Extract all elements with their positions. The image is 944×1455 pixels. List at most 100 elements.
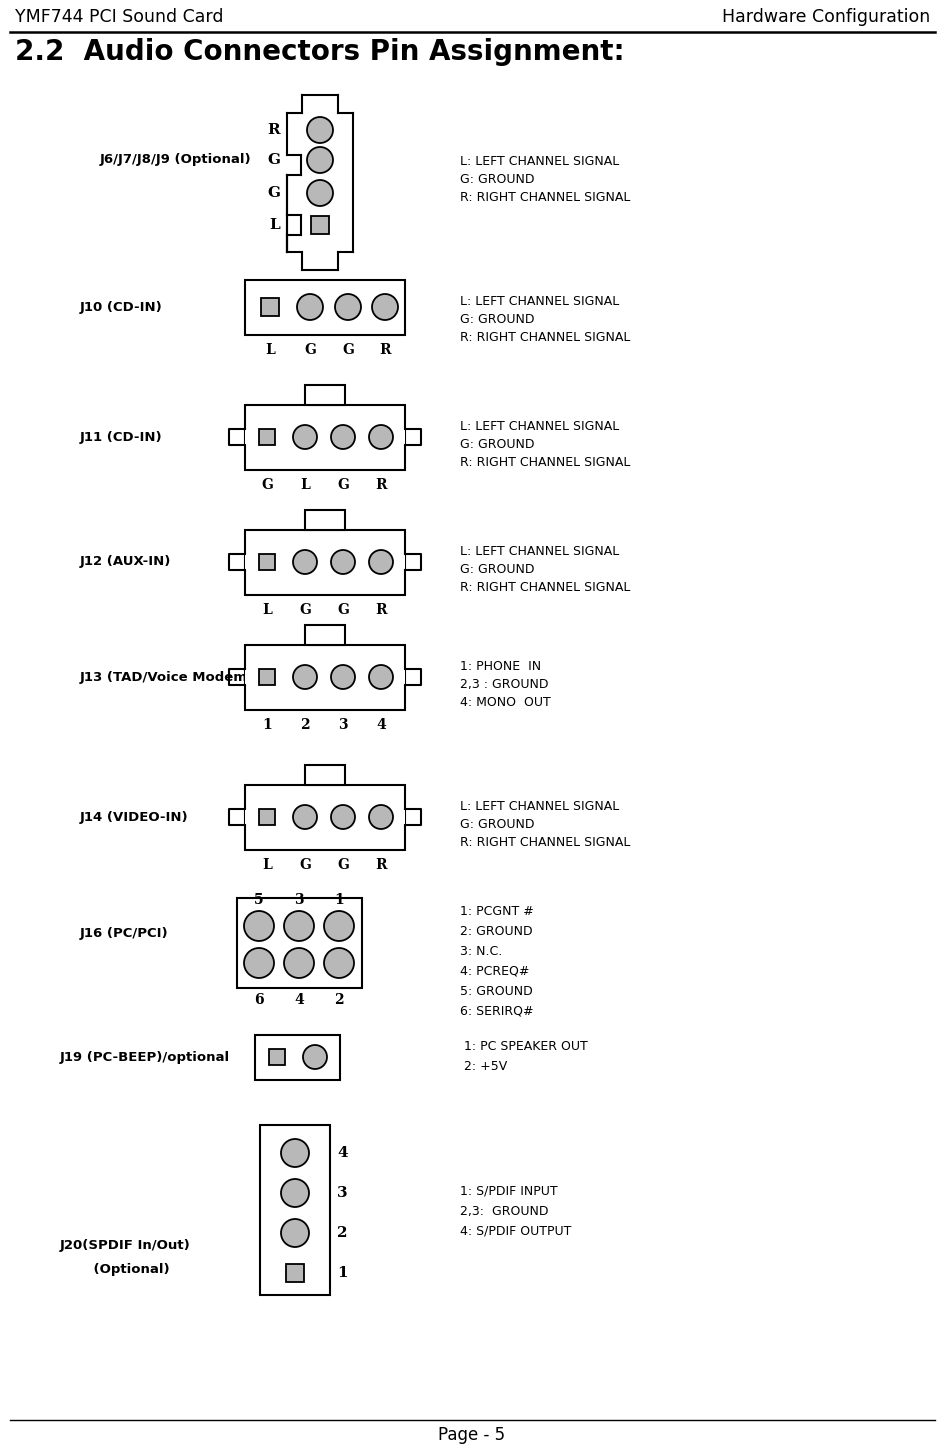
Text: L: L	[261, 602, 272, 617]
Text: J20(SPDIF In/Out): J20(SPDIF In/Out)	[59, 1238, 191, 1251]
Circle shape	[324, 949, 354, 978]
Text: L: LEFT CHANNEL SIGNAL: L: LEFT CHANNEL SIGNAL	[460, 546, 618, 559]
Text: 5: 5	[254, 893, 263, 906]
Text: R: R	[375, 858, 386, 872]
Circle shape	[293, 665, 316, 690]
Text: G: G	[342, 343, 354, 356]
Text: 1: 1	[334, 893, 344, 906]
Circle shape	[334, 294, 361, 320]
Circle shape	[307, 116, 332, 143]
Bar	[305, 386, 345, 404]
Bar	[259, 669, 275, 685]
Text: L: L	[261, 858, 272, 872]
Text: G: GROUND: G: GROUND	[460, 818, 534, 831]
Text: 3: 3	[337, 1186, 347, 1200]
Text: L: LEFT CHANNEL SIGNAL: L: LEFT CHANNEL SIGNAL	[460, 800, 618, 813]
Bar	[244, 809, 261, 825]
Bar	[389, 809, 405, 825]
Circle shape	[303, 1045, 327, 1069]
Text: 3: 3	[294, 893, 303, 906]
Text: G: G	[298, 602, 311, 617]
Circle shape	[280, 1219, 309, 1247]
Bar	[389, 554, 405, 570]
Text: J16 (PC/PCI): J16 (PC/PCI)	[80, 927, 168, 940]
Bar	[286, 1264, 304, 1282]
Bar	[259, 429, 275, 445]
Bar	[244, 645, 405, 710]
Circle shape	[280, 1179, 309, 1208]
Circle shape	[280, 1139, 309, 1167]
Bar	[305, 511, 345, 530]
Circle shape	[330, 805, 355, 829]
Text: YMF744 PCI Sound Card: YMF744 PCI Sound Card	[15, 7, 224, 26]
Circle shape	[284, 949, 313, 978]
Bar	[389, 429, 405, 445]
Text: R: R	[267, 124, 279, 137]
Bar	[244, 404, 405, 470]
Bar	[389, 669, 405, 685]
Text: R: R	[375, 602, 386, 617]
Text: 2,3:  GROUND: 2,3: GROUND	[460, 1205, 548, 1218]
Text: G: G	[337, 479, 348, 492]
Text: 4: 4	[294, 992, 304, 1007]
Text: R: RIGHT CHANNEL SIGNAL: R: RIGHT CHANNEL SIGNAL	[460, 191, 630, 204]
Text: L: L	[269, 218, 279, 231]
Text: G: G	[267, 186, 279, 199]
Circle shape	[307, 147, 332, 173]
Text: G: GROUND: G: GROUND	[460, 173, 534, 186]
Text: (Optional): (Optional)	[75, 1263, 169, 1276]
Circle shape	[293, 425, 316, 450]
Circle shape	[368, 550, 393, 575]
Circle shape	[368, 665, 393, 690]
Text: L: L	[265, 343, 275, 356]
Text: G: G	[261, 479, 273, 492]
Text: Page - 5: Page - 5	[438, 1426, 505, 1443]
Text: 2: +5V: 2: +5V	[460, 1061, 507, 1072]
Circle shape	[296, 294, 323, 320]
Text: L: L	[300, 479, 310, 492]
Text: J10 (CD-IN): J10 (CD-IN)	[80, 301, 162, 313]
Text: J19 (PC-BEEP)/optional: J19 (PC-BEEP)/optional	[59, 1051, 230, 1064]
Bar	[244, 554, 261, 570]
Text: 2: 2	[337, 1227, 347, 1240]
Circle shape	[330, 550, 355, 575]
Bar	[244, 669, 261, 685]
Text: 6: 6	[254, 992, 263, 1007]
Text: J11 (CD-IN): J11 (CD-IN)	[80, 431, 162, 444]
Text: R: R	[375, 479, 386, 492]
Text: L: LEFT CHANNEL SIGNAL: L: LEFT CHANNEL SIGNAL	[460, 156, 618, 167]
Text: 1: 1	[337, 1266, 347, 1280]
Bar	[261, 298, 278, 316]
Text: G: GROUND: G: GROUND	[460, 438, 534, 451]
Text: 6: SERIRQ#: 6: SERIRQ#	[460, 1005, 533, 1018]
Text: G: G	[337, 602, 348, 617]
Text: 4: PCREQ#: 4: PCREQ#	[460, 965, 529, 978]
Text: 4: 4	[337, 1147, 347, 1160]
Circle shape	[372, 294, 397, 320]
Bar	[244, 279, 405, 335]
Text: J13 (TAD/Voice Modem): J13 (TAD/Voice Modem)	[80, 671, 254, 684]
Bar	[305, 626, 345, 645]
Circle shape	[368, 425, 393, 450]
Circle shape	[284, 911, 313, 941]
Text: 1: S/PDIF INPUT: 1: S/PDIF INPUT	[460, 1184, 557, 1197]
Circle shape	[330, 665, 355, 690]
Text: J6/J7/J8/J9 (Optional): J6/J7/J8/J9 (Optional)	[100, 153, 251, 166]
Text: 2: GROUND: 2: GROUND	[460, 925, 532, 938]
Text: J12 (AUX-IN): J12 (AUX-IN)	[80, 556, 171, 569]
Circle shape	[368, 805, 393, 829]
Circle shape	[293, 805, 316, 829]
Bar	[259, 554, 275, 570]
Text: 2: 2	[334, 992, 344, 1007]
Text: G: G	[304, 343, 315, 356]
Text: R: RIGHT CHANNEL SIGNAL: R: RIGHT CHANNEL SIGNAL	[460, 330, 630, 343]
Text: 2.2  Audio Connectors Pin Assignment:: 2.2 Audio Connectors Pin Assignment:	[15, 38, 624, 65]
Bar	[259, 809, 275, 825]
Text: 4: MONO  OUT: 4: MONO OUT	[460, 695, 550, 709]
Text: G: GROUND: G: GROUND	[460, 313, 534, 326]
Circle shape	[330, 425, 355, 450]
Bar	[269, 1049, 285, 1065]
Circle shape	[307, 180, 332, 207]
Text: 1: 1	[261, 717, 272, 732]
Text: R: R	[379, 343, 390, 356]
